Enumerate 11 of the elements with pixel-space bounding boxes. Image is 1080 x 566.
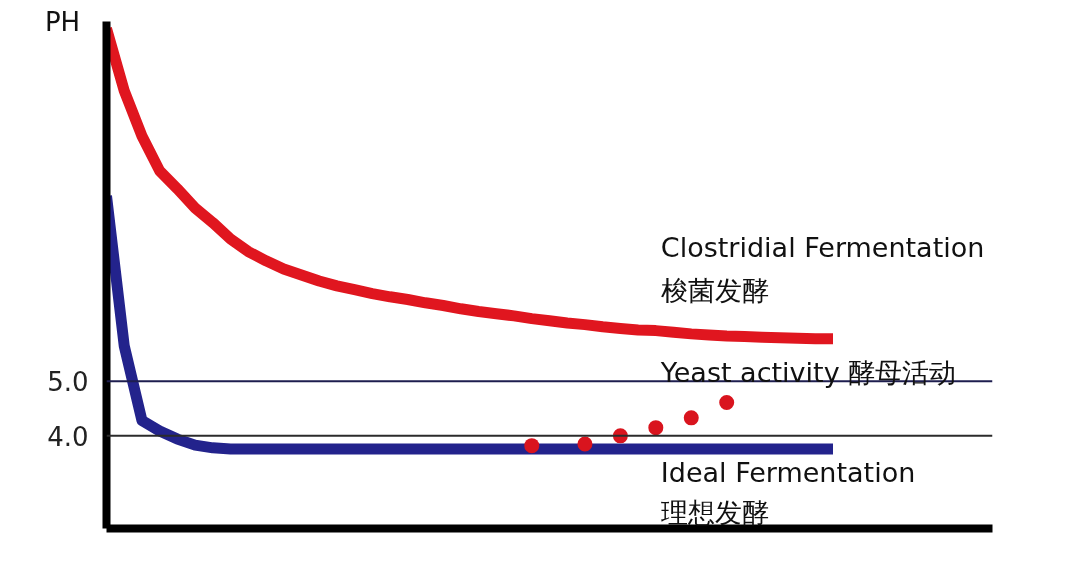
point — [648, 420, 664, 436]
y-tick-label: 4.0 — [47, 421, 89, 452]
point — [683, 410, 699, 426]
y-tick-label: 5.0 — [47, 367, 89, 398]
ref-line-label: Yeast activity 酵母活动 — [659, 356, 957, 388]
y-axis-title: PH — [44, 6, 81, 37]
series-label: Ideal Fermentation 理想发酵 — [660, 457, 916, 529]
point — [524, 438, 540, 454]
series-label: Clostridial Fermentation 梭菌发酵 — [660, 232, 985, 307]
point — [577, 436, 593, 452]
point — [719, 395, 735, 411]
